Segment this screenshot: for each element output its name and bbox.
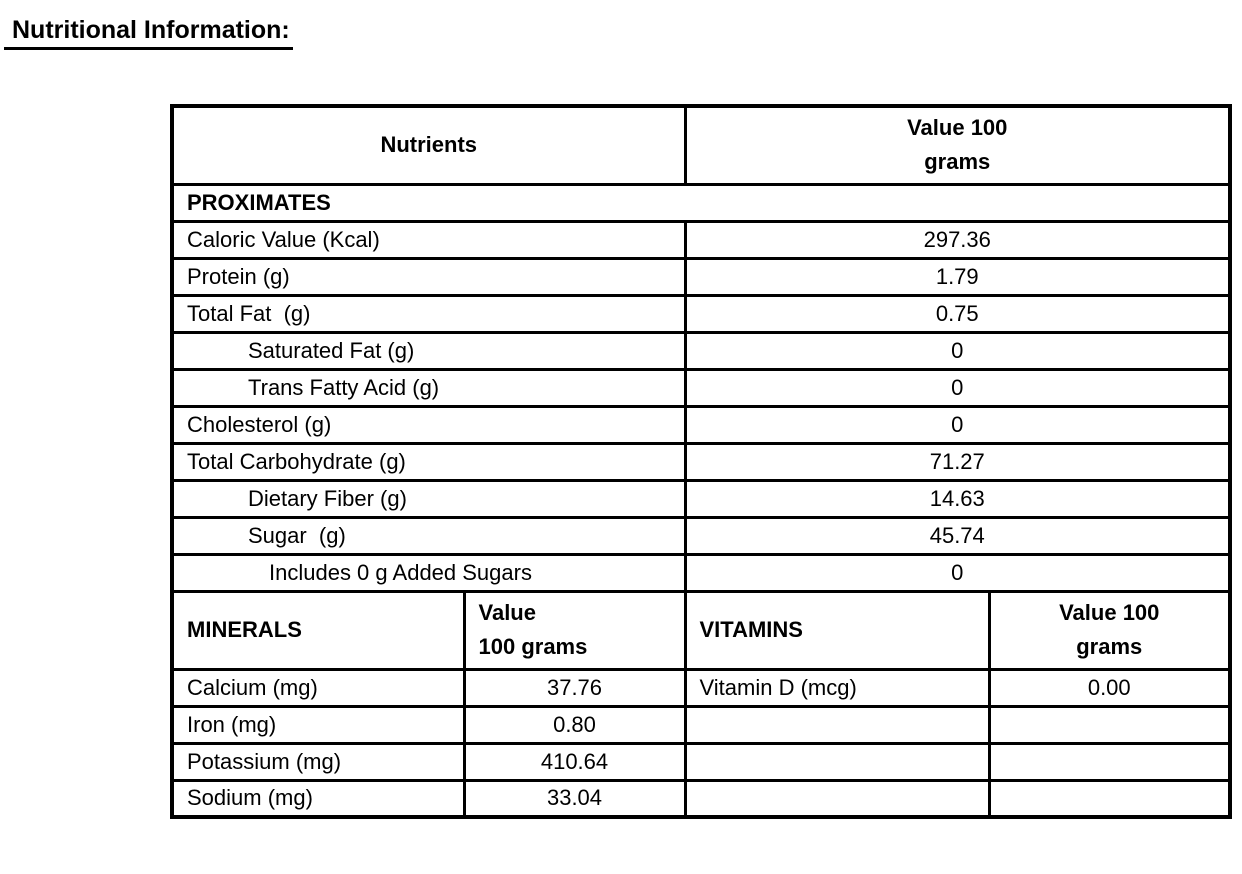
nutrient-value-cell: 0.75 bbox=[683, 293, 1232, 334]
value-column-header-line2: grams bbox=[924, 149, 991, 175]
table-row: Caloric Value (Kcal) 297.36 bbox=[170, 219, 1232, 260]
vitamin-name-cell bbox=[683, 778, 991, 819]
table-row: Protein (g) 1.79 bbox=[170, 256, 1232, 297]
table-row: Potassium (mg) 410.64 bbox=[170, 741, 1232, 782]
mineral-value-cell: 410.64 bbox=[462, 741, 687, 782]
nutrients-column-header: Nutrients bbox=[170, 104, 687, 186]
proximates-section-header: PROXIMATES bbox=[170, 182, 1232, 223]
page-title-text: Nutritional Information: bbox=[4, 16, 293, 50]
nutrient-name-cell: Includes 0 g Added Sugars bbox=[170, 552, 687, 593]
value-column-header: Value 100 grams bbox=[683, 104, 1232, 186]
mineral-value-cell: 37.76 bbox=[462, 667, 687, 708]
nutrient-name-cell: Caloric Value (Kcal) bbox=[170, 219, 687, 260]
nutrient-name-cell: Protein (g) bbox=[170, 256, 687, 297]
minerals-value-column-header: Value 100 grams bbox=[462, 589, 687, 671]
mineral-name-cell: Iron (mg) bbox=[170, 704, 466, 745]
nutrient-value-cell: 0 bbox=[683, 367, 1232, 408]
table-header-row: Nutrients Value 100 grams bbox=[170, 104, 1232, 186]
table-row: Calcium (mg) 37.76 Vitamin D (mcg) 0.00 bbox=[170, 667, 1232, 708]
nutrient-name-cell: Saturated Fat (g) bbox=[170, 330, 687, 371]
nutrient-value-cell: 14.63 bbox=[683, 478, 1232, 519]
page-title: Nutritional Information: bbox=[4, 16, 293, 50]
mineral-value-cell: 33.04 bbox=[462, 778, 687, 819]
vitamin-value-cell bbox=[987, 704, 1232, 745]
table-row: Trans Fatty Acid (g) 0 bbox=[170, 367, 1232, 408]
vitamin-value-cell: 0.00 bbox=[987, 667, 1232, 708]
nutrient-value-cell: 0 bbox=[683, 330, 1232, 371]
mineral-value-cell: 0.80 bbox=[462, 704, 687, 745]
table-row: Sugar (g) 45.74 bbox=[170, 515, 1232, 556]
nutrient-value-cell: 71.27 bbox=[683, 441, 1232, 482]
nutrient-value-cell: 1.79 bbox=[683, 256, 1232, 297]
nutrient-value-cell: 45.74 bbox=[683, 515, 1232, 556]
vitamin-name-cell bbox=[683, 741, 991, 782]
vitamins-value-column-header: Value 100 grams bbox=[987, 589, 1232, 671]
minerals-value-header-line2: 100 grams bbox=[478, 634, 588, 659]
nutrient-name-cell: Trans Fatty Acid (g) bbox=[170, 367, 687, 408]
table-row: Total Carbohydrate (g) 71.27 bbox=[170, 441, 1232, 482]
vitamin-value-cell bbox=[987, 778, 1232, 819]
table-row: Total Fat (g) 0.75 bbox=[170, 293, 1232, 334]
mineral-name-cell: Sodium (mg) bbox=[170, 778, 466, 819]
vitamin-name-cell bbox=[683, 704, 991, 745]
vitamins-section-header: VITAMINS bbox=[683, 589, 991, 671]
nutrient-name-cell: Total Carbohydrate (g) bbox=[170, 441, 687, 482]
nutrient-value-cell: 297.36 bbox=[683, 219, 1232, 260]
vitamin-name-cell: Vitamin D (mcg) bbox=[683, 667, 991, 708]
mineral-name-cell: Potassium (mg) bbox=[170, 741, 466, 782]
vitamins-value-header-line2: grams bbox=[1076, 634, 1143, 659]
vitamins-value-header-line1: Value 100 bbox=[1059, 600, 1160, 625]
nutrient-value-cell: 0 bbox=[683, 552, 1232, 593]
table-row: Cholesterol (g) 0 bbox=[170, 404, 1232, 445]
nutrient-name-cell: Sugar (g) bbox=[170, 515, 687, 556]
table-row: Includes 0 g Added Sugars 0 bbox=[170, 552, 1232, 593]
minerals-value-header-line1: Value bbox=[478, 600, 536, 625]
table-row: Saturated Fat (g) 0 bbox=[170, 330, 1232, 371]
table-row: Sodium (mg) 33.04 bbox=[170, 778, 1232, 819]
nutrition-table: Nutrients Value 100 grams PROXIMATES Cal… bbox=[170, 104, 1232, 819]
vitamin-value-cell bbox=[987, 741, 1232, 782]
minerals-vitamins-header-row: MINERALS Value 100 grams VITAMINS Value … bbox=[170, 589, 1232, 671]
nutrient-name-cell: Dietary Fiber (g) bbox=[170, 478, 687, 519]
mineral-name-cell: Calcium (mg) bbox=[170, 667, 466, 708]
nutrient-name-cell: Cholesterol (g) bbox=[170, 404, 687, 445]
minerals-section-header: MINERALS bbox=[170, 589, 466, 671]
proximates-section-row: PROXIMATES bbox=[170, 182, 1232, 223]
table-row: Dietary Fiber (g) 14.63 bbox=[170, 478, 1232, 519]
nutrient-value-cell: 0 bbox=[683, 404, 1232, 445]
value-column-header-line1: Value 100 bbox=[907, 115, 1008, 141]
table-row: Iron (mg) 0.80 bbox=[170, 704, 1232, 745]
nutrient-name-cell: Total Fat (g) bbox=[170, 293, 687, 334]
